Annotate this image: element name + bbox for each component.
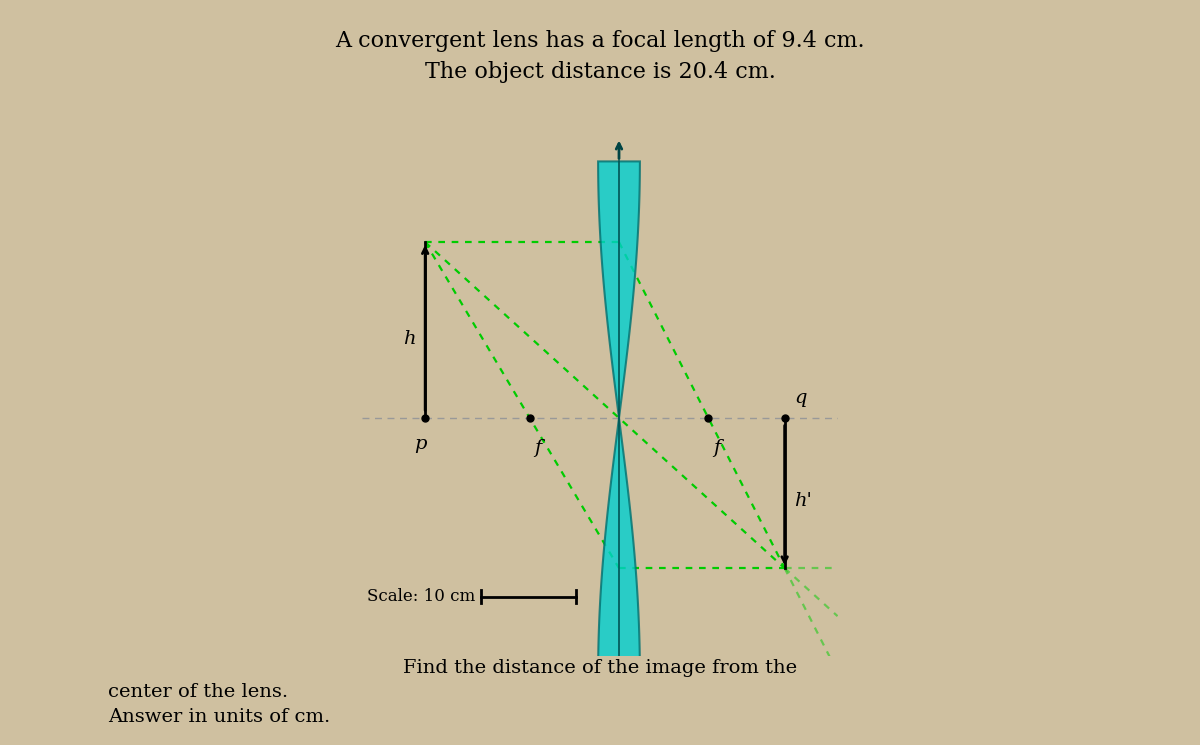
Text: The object distance is 20.4 cm.: The object distance is 20.4 cm. <box>425 61 775 83</box>
Text: Answer in units of cm.: Answer in units of cm. <box>108 708 330 726</box>
Text: Scale: 10 cm: Scale: 10 cm <box>367 588 475 605</box>
Text: q: q <box>794 389 806 407</box>
Text: p: p <box>414 435 427 453</box>
Text: h: h <box>403 330 415 348</box>
Text: center of the lens.: center of the lens. <box>108 683 288 701</box>
Text: f: f <box>534 439 541 457</box>
Text: A convergent lens has a focal length of 9.4 cm.: A convergent lens has a focal length of … <box>335 30 865 52</box>
Text: Find the distance of the image from the: Find the distance of the image from the <box>403 659 797 677</box>
Text: h': h' <box>794 492 812 510</box>
Polygon shape <box>598 162 640 674</box>
Text: f: f <box>713 439 720 457</box>
